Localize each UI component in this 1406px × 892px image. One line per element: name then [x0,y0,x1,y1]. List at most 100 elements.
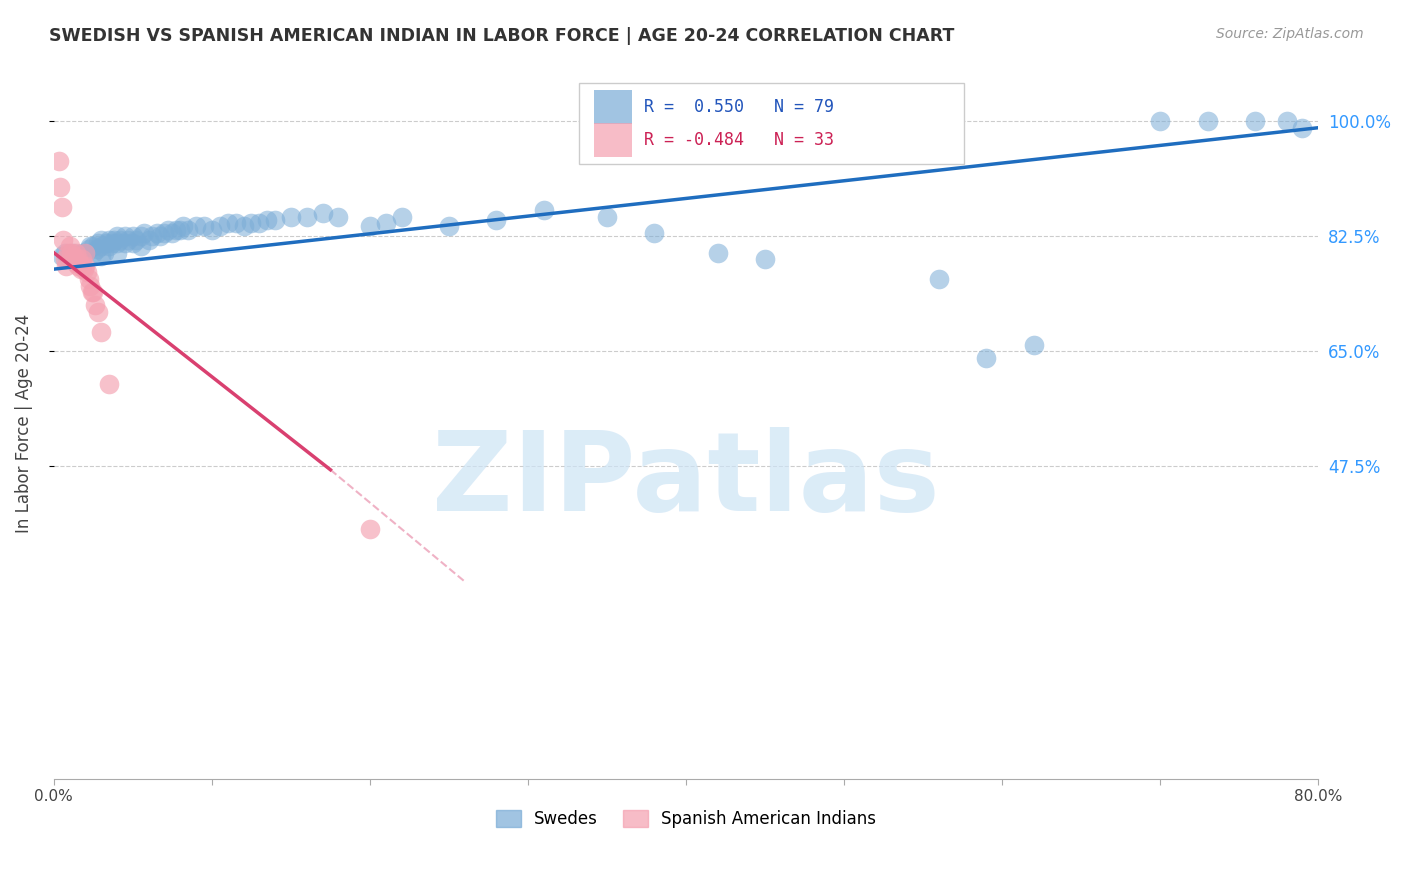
Point [162,226,184,240]
Point [1197,114,1219,128]
Point [247,216,270,230]
Text: Source: ZipAtlas.com: Source: ZipAtlas.com [1216,27,1364,41]
Point [69,262,91,277]
Text: ZIPatlas: ZIPatlas [432,427,941,534]
Point [437,219,460,234]
Point [60,245,83,260]
Point [141,229,163,244]
Point [240,216,263,230]
Point [72,259,94,273]
Point [256,212,278,227]
Point [66,252,89,267]
Point [114,229,136,244]
Point [59,239,82,253]
Point [87,305,110,319]
Point [117,233,139,247]
Point [1244,114,1267,128]
Point [374,216,396,230]
Point [52,233,75,247]
Point [86,243,108,257]
Point [172,219,194,234]
Y-axis label: In Labor Force | Age 20-24: In Labor Force | Age 20-24 [15,314,32,533]
Point [165,222,187,236]
Point [103,233,125,247]
FancyBboxPatch shape [579,83,965,164]
Point [62,252,84,267]
Point [1149,114,1171,128]
Point [105,245,128,260]
Point [75,245,97,260]
Point [201,222,224,236]
Point [359,219,381,234]
Point [359,522,381,536]
Point [62,245,84,260]
Point [391,210,413,224]
Point [928,272,950,286]
Point [706,245,728,260]
Point [1291,120,1313,135]
Point [48,153,70,168]
Point [232,219,254,234]
Point [485,212,508,227]
Point [90,233,112,247]
Point [976,351,998,365]
Point [80,285,103,300]
Point [129,229,152,244]
Point [49,180,72,194]
Point [65,245,87,260]
Point [53,252,76,267]
Point [59,252,82,267]
FancyBboxPatch shape [593,90,631,124]
Point [73,262,96,277]
Point [84,298,107,312]
Point [77,243,100,257]
Point [110,233,132,247]
Point [217,216,239,230]
Point [1275,114,1298,128]
Point [177,222,200,236]
Point [55,259,77,273]
Point [125,233,148,247]
Text: R =  0.550   N = 79: R = 0.550 N = 79 [644,98,834,116]
Text: R = -0.484   N = 33: R = -0.484 N = 33 [644,131,834,149]
Point [145,226,167,240]
Point [105,235,128,250]
Point [149,229,172,244]
Point [67,255,90,269]
Point [53,245,76,260]
Point [156,222,179,236]
Point [51,249,73,263]
FancyBboxPatch shape [593,123,631,157]
Point [129,239,152,253]
Point [82,239,104,253]
Point [121,235,143,250]
Point [93,245,115,260]
Point [184,219,207,234]
Point [77,272,100,286]
Point [65,255,87,269]
Point [82,285,104,300]
Point [90,249,112,263]
Point [754,252,776,267]
Point [311,206,333,220]
Point [72,245,94,260]
Point [193,219,215,234]
Point [79,239,101,253]
Point [132,226,155,240]
Point [51,200,73,214]
Point [208,219,231,234]
Text: SWEDISH VS SPANISH AMERICAN INDIAN IN LABOR FORCE | AGE 20-24 CORRELATION CHART: SWEDISH VS SPANISH AMERICAN INDIAN IN LA… [49,27,955,45]
Point [98,233,121,247]
Point [643,226,665,240]
Point [79,278,101,293]
Point [138,233,160,247]
Point [75,259,97,273]
Point [328,210,350,224]
Point [98,377,121,392]
Point [169,222,191,236]
Point [90,325,112,339]
Point [533,202,555,217]
Point [225,216,247,230]
Point [59,252,82,267]
Point [87,235,110,250]
